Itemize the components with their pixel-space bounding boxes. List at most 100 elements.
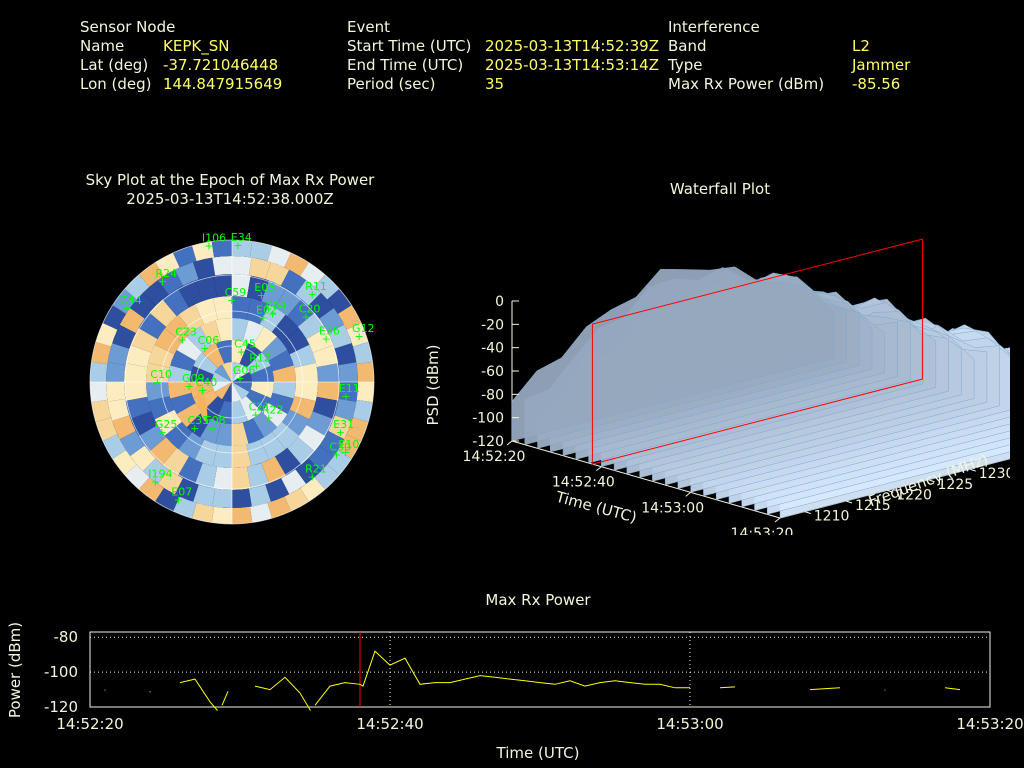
- sky-heatmap-cell: [295, 458, 322, 484]
- sky-heatmap-cell: [314, 464, 340, 490]
- satellite-label: C06: [198, 334, 220, 347]
- sensor-name-value: KEPK_SN: [163, 37, 230, 55]
- sky-heatmap-cell: [148, 396, 175, 420]
- sky-heatmap-cell: [148, 344, 175, 368]
- sky-heatmap-cell: [259, 304, 286, 332]
- sky-heatmap-cell: [212, 256, 232, 276]
- sky-heatmap-cell: [267, 496, 291, 519]
- satellite-label: G12: [352, 322, 375, 335]
- sky-heatmap-cell: [212, 372, 232, 382]
- sky-heatmap-cell: [246, 298, 270, 325]
- sky-heatmap-cell: [232, 296, 252, 320]
- satellite-marker: +: [123, 302, 132, 315]
- sky-heatmap-cell: [268, 350, 294, 372]
- frequency-tick-mark: [969, 468, 976, 472]
- sky-heatmap-cell: [346, 417, 369, 441]
- psd-tick-label: 0: [495, 294, 504, 310]
- sky-heatmap-cell: [164, 421, 193, 450]
- satellite-marker: +: [321, 333, 330, 346]
- sky-heatmap-cell: [248, 257, 271, 280]
- sky-heatmap-cell: [268, 392, 294, 414]
- sky-heatmap-cell: [294, 382, 318, 402]
- frequency-tick-label: 1230: [979, 466, 1010, 482]
- sky-heatmap-cell: [300, 477, 325, 502]
- sky-heatmap-cell: [239, 343, 262, 368]
- sky-heatmap-cell: [284, 252, 309, 277]
- sky-heatmap-cell: [282, 409, 310, 436]
- frequency-tick-mark: [804, 511, 811, 515]
- sky-heatmap-cell: [222, 362, 232, 382]
- sky-heatmap-cell: [130, 445, 156, 472]
- sky-heatmap-cell: [168, 365, 192, 382]
- sky-heatmap-cell: [139, 477, 164, 502]
- event-period-value: 35: [485, 75, 505, 93]
- satellite-marker: +: [341, 446, 350, 459]
- sky-heatmap-cell: [246, 439, 270, 466]
- frequency-tick-mark: [887, 489, 894, 493]
- psd-tick-label: -80: [481, 387, 504, 403]
- power-time-tick-label: 14:53:20: [956, 715, 1023, 733]
- sensor-name-label: Name: [80, 37, 125, 55]
- sky-heatmap-cell: [334, 343, 357, 366]
- power-trace-segment: [314, 650, 690, 706]
- satellite-label: E10: [338, 438, 359, 451]
- satellite-marker: +: [207, 422, 216, 435]
- power-time-tick-label: 14:52:40: [356, 715, 423, 733]
- time-axis-label: Time (UTC): [553, 487, 639, 526]
- sensor-lon-label: Lon (deg): [80, 75, 152, 93]
- sky-heatmap-cell: [272, 365, 296, 382]
- sky-heatmap-cell: [232, 444, 252, 468]
- interference-band-label: Band: [668, 37, 707, 55]
- sky-heatmap-cell: [284, 487, 309, 512]
- satellite-marker: +: [151, 475, 160, 488]
- sky-heatmap-cell: [195, 462, 218, 489]
- sky-heatmap-cell: [125, 345, 152, 368]
- sky-heatmap-cell: [157, 469, 183, 495]
- satellite-label: R24: [155, 267, 177, 280]
- satellite-marker: +: [153, 376, 162, 389]
- sky-heatmap-cell: [328, 415, 352, 440]
- sky-heatmap-cell: [289, 396, 316, 420]
- sky-heatmap-cell: [232, 488, 252, 508]
- satellite-marker: +: [235, 372, 244, 385]
- satellite-label: G06: [233, 364, 256, 377]
- sky-heatmap-cell: [352, 341, 373, 365]
- sky-heatmap-cell: [232, 466, 251, 490]
- sky-heatmap-cell: [174, 262, 199, 286]
- sky-heatmap-cell: [242, 320, 264, 346]
- satellite-marker: +: [157, 426, 166, 439]
- sky-heatmap-cell: [174, 478, 199, 502]
- sky-heatmap-cell: [261, 280, 286, 308]
- sky-heatmap-cell: [157, 269, 183, 295]
- sky-heatmap-cell: [139, 262, 164, 287]
- sky-heatmap-cell: [334, 398, 357, 421]
- sky-heatmap-cell: [202, 343, 225, 368]
- sky-heatmap-cell: [306, 411, 334, 436]
- satellite-label: R12: [249, 352, 271, 365]
- satellite-label: C21: [249, 400, 271, 413]
- sky-heatmap-cell: [125, 396, 152, 419]
- time-tick-label: 14:52:40: [552, 475, 615, 491]
- sky-heatmap-cell: [212, 382, 232, 392]
- sky-heatmap-cell: [214, 364, 232, 382]
- sky-heatmap-cell: [261, 456, 286, 484]
- satellite-marker: +: [233, 239, 242, 252]
- sky-heatmap-cell: [356, 361, 374, 382]
- sky-heatmap-cell: [346, 323, 369, 347]
- satellite-marker: +: [308, 288, 317, 301]
- sky-heatmap-cell: [107, 343, 130, 366]
- power-trace-segment: [719, 686, 736, 689]
- time-tick-mark: [596, 466, 602, 472]
- sky-heatmap-cell: [176, 336, 203, 361]
- sky-heatmap-cell: [232, 240, 253, 258]
- power-time-tick-label: 14:52:20: [56, 715, 123, 733]
- satellite-marker: +: [336, 426, 345, 439]
- time-tick-mark: [506, 440, 513, 446]
- sky-heatmap-cell: [272, 382, 296, 399]
- sky-heatmap-cell: [119, 431, 145, 457]
- interference-type-label: Type: [668, 56, 703, 74]
- satellite-marker: +: [178, 333, 187, 346]
- sky-heatmap-cell: [213, 466, 232, 490]
